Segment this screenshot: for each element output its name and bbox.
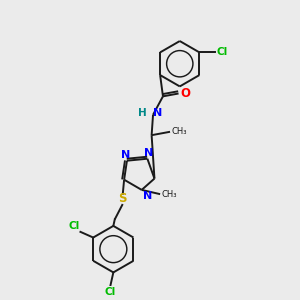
Text: N: N xyxy=(121,150,130,160)
Text: CH₃: CH₃ xyxy=(172,127,187,136)
Text: CH₃: CH₃ xyxy=(162,190,177,199)
Text: Cl: Cl xyxy=(68,221,79,231)
Text: N: N xyxy=(153,108,162,118)
Text: Cl: Cl xyxy=(216,47,227,57)
Text: N: N xyxy=(143,191,153,201)
Text: O: O xyxy=(180,87,190,100)
Text: Cl: Cl xyxy=(104,287,116,297)
Text: S: S xyxy=(118,193,127,206)
Text: N: N xyxy=(144,148,153,158)
Text: H: H xyxy=(138,108,147,118)
